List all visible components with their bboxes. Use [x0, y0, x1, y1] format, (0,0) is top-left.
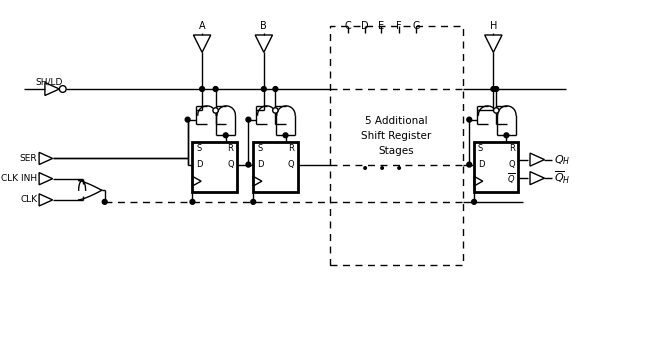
- Text: R: R: [288, 144, 294, 153]
- Text: •  •  •: • • •: [361, 162, 404, 176]
- Text: R: R: [509, 144, 515, 153]
- Circle shape: [213, 87, 218, 91]
- Circle shape: [467, 117, 472, 122]
- Text: SH/$\overline{LD}$: SH/$\overline{LD}$: [35, 73, 65, 86]
- Text: C: C: [344, 21, 351, 31]
- Bar: [253, 142, 298, 192]
- Text: G: G: [412, 21, 420, 31]
- Circle shape: [262, 87, 266, 91]
- Text: B: B: [260, 21, 267, 31]
- Bar: [474, 142, 518, 192]
- Circle shape: [246, 117, 251, 122]
- Circle shape: [472, 199, 476, 204]
- Text: $\overline{Q}_H$: $\overline{Q}_H$: [554, 170, 571, 187]
- Circle shape: [200, 87, 204, 91]
- Text: A: A: [198, 21, 205, 31]
- Circle shape: [272, 108, 278, 113]
- Text: $\overline{Q}$: $\overline{Q}$: [507, 170, 515, 186]
- Circle shape: [251, 199, 256, 204]
- Text: Q: Q: [227, 160, 234, 169]
- Bar: [330, 26, 462, 266]
- Text: 5 Additional
Shift Register
Stages: 5 Additional Shift Register Stages: [362, 117, 432, 156]
- Circle shape: [283, 133, 288, 138]
- Circle shape: [103, 199, 107, 204]
- Circle shape: [494, 87, 499, 91]
- Text: Q: Q: [509, 160, 515, 169]
- Text: S: S: [478, 144, 484, 153]
- Text: S: S: [196, 144, 202, 153]
- Circle shape: [246, 162, 251, 167]
- Text: $Q_H$: $Q_H$: [554, 153, 571, 166]
- Text: D: D: [196, 160, 203, 169]
- Text: R: R: [227, 144, 233, 153]
- Text: F: F: [396, 21, 402, 31]
- Text: D: D: [257, 160, 264, 169]
- Text: Q: Q: [288, 160, 294, 169]
- Text: CLK INH: CLK INH: [1, 174, 37, 183]
- Circle shape: [494, 108, 499, 113]
- Text: D: D: [361, 21, 369, 31]
- Circle shape: [190, 199, 195, 204]
- Text: CLK: CLK: [20, 195, 37, 204]
- Text: D: D: [478, 160, 484, 169]
- Circle shape: [59, 86, 66, 92]
- Circle shape: [467, 162, 472, 167]
- Bar: [192, 142, 237, 192]
- Circle shape: [504, 133, 509, 138]
- Text: SER: SER: [19, 154, 37, 163]
- Text: S: S: [257, 144, 262, 153]
- Circle shape: [213, 108, 218, 113]
- Text: SH/LD: SH/LD: [35, 77, 63, 86]
- Circle shape: [491, 87, 496, 91]
- Text: H: H: [490, 21, 497, 31]
- Circle shape: [185, 117, 190, 122]
- Circle shape: [223, 133, 228, 138]
- Circle shape: [273, 87, 278, 91]
- Text: E: E: [378, 21, 384, 31]
